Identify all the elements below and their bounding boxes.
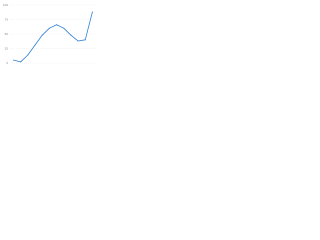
data-point bbox=[20, 61, 22, 63]
data-point bbox=[13, 59, 15, 61]
data-point bbox=[70, 34, 72, 36]
y-tick-label: 100 bbox=[3, 3, 8, 7]
data-point bbox=[27, 54, 29, 56]
data-point bbox=[41, 34, 43, 36]
data-point bbox=[56, 24, 58, 26]
y-tick-label: 50 bbox=[5, 32, 9, 36]
y-tick-label: 75 bbox=[5, 17, 9, 21]
data-point bbox=[48, 27, 50, 29]
chart: 0 25 50 75 100 bbox=[3, 3, 96, 65]
data-point bbox=[77, 40, 79, 42]
data-point bbox=[84, 39, 86, 41]
data-line bbox=[13, 11, 93, 63]
data-point bbox=[63, 27, 65, 29]
y-tick-label: 25 bbox=[5, 46, 9, 50]
y-tick-label: 0 bbox=[6, 61, 8, 65]
data-point bbox=[91, 11, 93, 13]
data-point bbox=[34, 44, 36, 46]
page: {"chart_data": {"type": "line", "categor… bbox=[0, 0, 100, 71]
